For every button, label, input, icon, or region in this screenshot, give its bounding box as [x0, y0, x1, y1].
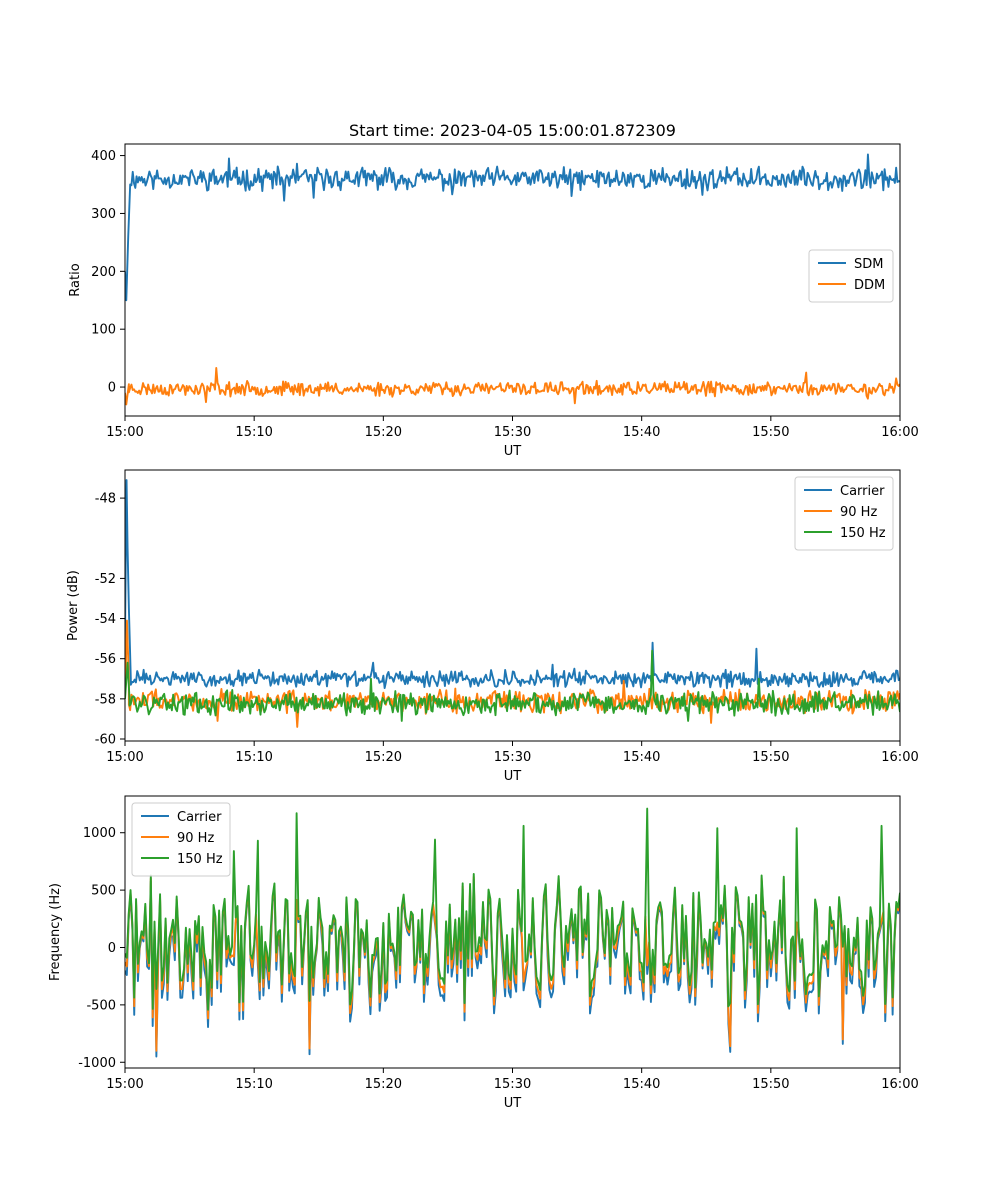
chart-panel-1: 15:00 15:10 15:20 15:30 15:40 15:50 16:00 0 100 2… — [68, 121, 919, 459]
legend-label: Carrier — [840, 484, 885, 499]
x-tick-label: 15:10 — [235, 425, 272, 440]
legend-label: Carrier — [177, 810, 222, 825]
x-tick-label: 15:30 — [494, 425, 531, 440]
x-tick-label: 15:40 — [623, 425, 660, 440]
x-tick-label: 15:00 — [106, 750, 143, 765]
series-line-150-hz — [125, 807, 900, 1011]
series-line-carrier — [125, 479, 900, 690]
legend-label: 90 Hz — [177, 831, 214, 846]
x-axis-label: UT — [504, 769, 522, 784]
x-tick-label: 15:30 — [494, 750, 531, 765]
y-axis-label: Power (dB) — [66, 570, 81, 641]
chart-title: Start time: 2023-04-05 15:00:01.872309 — [349, 121, 676, 140]
y-tick-label: -58 — [95, 692, 116, 707]
x-tick-label: 15:20 — [365, 750, 402, 765]
x-tick-label: 16:00 — [881, 1077, 918, 1092]
x-tick-label: 15:00 — [106, 1077, 143, 1092]
legend-label: 150 Hz — [840, 526, 886, 541]
y-tick-label: -1000 — [78, 1056, 116, 1071]
y-tick-label: 300 — [91, 207, 116, 222]
x-axis-label: UT — [504, 1096, 522, 1111]
y-tick-label: 400 — [91, 149, 116, 164]
y-tick-label: -500 — [86, 998, 116, 1013]
x-tick-label: 15:40 — [623, 750, 660, 765]
y-tick-label: 200 — [91, 265, 116, 280]
y-tick-label: -56 — [95, 652, 116, 667]
y-tick-label: 1000 — [83, 826, 116, 841]
legend-label: 150 Hz — [177, 852, 223, 867]
y-tick-label: 500 — [91, 884, 116, 899]
x-tick-label: 15:20 — [365, 425, 402, 440]
legend: Carrier 90 Hz 150 Hz — [131, 802, 231, 877]
y-tick-label: -54 — [95, 612, 116, 627]
legend: Carrier 90 Hz 150 Hz — [794, 476, 894, 551]
x-tick-label: 15:50 — [752, 425, 789, 440]
y-axis-label: Frequency (Hz) — [48, 883, 63, 981]
x-tick-label: 16:00 — [881, 425, 918, 440]
legend-label: 90 Hz — [840, 505, 877, 520]
y-tick-label: -48 — [95, 492, 116, 507]
series-line-150-hz — [125, 649, 900, 722]
x-tick-label: 15:00 — [106, 425, 143, 440]
x-tick-label: 15:40 — [623, 1077, 660, 1092]
legend: SDM DDM — [808, 249, 894, 303]
y-tick-label: -60 — [95, 732, 116, 747]
x-tick-label: 15:30 — [494, 1077, 531, 1092]
chart-panel-2: 15:00 15:10 15:20 15:30 15:40 15:50 16:00 -60 -5… — [66, 469, 919, 784]
x-tick-label: 15:10 — [235, 1077, 272, 1092]
legend-label: SDM — [854, 257, 883, 272]
x-tick-label: 15:50 — [752, 750, 789, 765]
y-tick-label: -52 — [95, 572, 116, 587]
legend-label: DDM — [854, 278, 885, 293]
series-group — [125, 153, 900, 406]
y-axis-label: Ratio — [68, 263, 83, 296]
x-tick-label: 16:00 — [881, 750, 918, 765]
series-group — [125, 479, 900, 728]
y-tick-label: 0 — [108, 381, 116, 396]
series-group — [125, 807, 900, 1058]
series-line-sdm — [125, 153, 900, 302]
series-line-ddm — [125, 367, 900, 406]
x-tick-label: 15:50 — [752, 1077, 789, 1092]
y-tick-label: 0 — [108, 941, 116, 956]
y-tick-label: 100 — [91, 323, 116, 338]
chart-panel-3: 15:00 15:10 15:20 15:30 15:40 15:50 16:00 -1000… — [48, 795, 919, 1111]
x-tick-label: 15:10 — [235, 750, 272, 765]
x-axis-label: UT — [504, 444, 522, 459]
x-tick-label: 15:20 — [365, 1077, 402, 1092]
